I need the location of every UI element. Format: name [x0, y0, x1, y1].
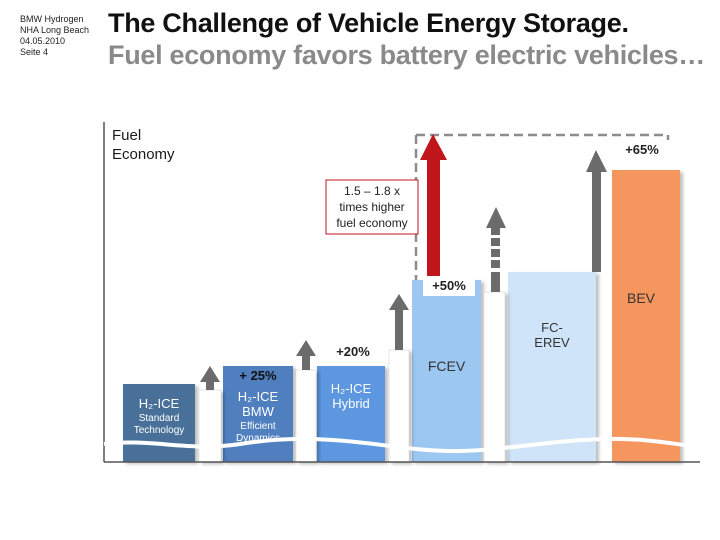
bar-label-bev: BEV [626, 290, 655, 306]
arrow-red-icon [420, 134, 447, 280]
vehicle-sub: Standard Technology [123, 413, 195, 437]
bar-bev [612, 170, 680, 462]
y-axis-label: Fuel Economy [112, 126, 175, 164]
bar-fcev [412, 280, 481, 462]
callout-text: 1.5 – 1.8 x times higher fuel economy [326, 183, 418, 231]
vehicle-name: H₂-ICE [138, 396, 180, 411]
vehicle-sub-line: Technology [133, 425, 185, 436]
label-50-bg [423, 276, 475, 296]
spacer-column [198, 389, 222, 463]
callout-line: 1.5 – 1.8 x [343, 184, 401, 198]
label-65-bg [618, 141, 666, 161]
bar-h2-ice-standard [123, 384, 195, 462]
label-plus-50: +50% [432, 278, 466, 293]
label-20-bg [327, 342, 379, 362]
vehicle-name-line2: Hybrid [332, 396, 370, 411]
meta-line: 04.05.2010 [20, 36, 66, 46]
arrow-gray-icon [296, 340, 316, 370]
label-plus-20: +20% [336, 344, 370, 359]
callout-line: fuel economy [336, 216, 408, 230]
vehicle-name-line2: BMW [242, 404, 274, 419]
y-axis-label-line1: Fuel [112, 127, 142, 144]
label-plus-25: + 25% [239, 368, 277, 383]
y-axis-label-line2: Economy [112, 146, 175, 163]
arrow-gray-icon [200, 366, 220, 390]
bar-label-h2-ice-standard: H₂-ICE Standard Technology [123, 396, 195, 437]
vehicle-sub-line: Dynamics [236, 433, 280, 444]
arrow-gray-icon [389, 294, 409, 350]
vehicle-name: H₂-ICE [330, 381, 372, 396]
bar-label-h2-ice-bmw: H₂-ICE BMW Efficient Dynamics [223, 389, 293, 445]
spacer-column [295, 369, 317, 463]
slide-meta: BMW Hydrogen NHA Long Beach 04.05.2010 S… [20, 14, 89, 58]
bar-label-h2-ice-hybrid: H₂-ICE Hybrid [317, 381, 385, 411]
slide-title: The Challenge of Vehicle Energy Storage. [108, 8, 629, 38]
vehicle-sub: Efficient Dynamics [223, 421, 293, 445]
axis-break-wave [103, 436, 691, 454]
arrow-gray-stacked-icon [486, 207, 506, 292]
vehicle-name: FC- [541, 320, 563, 335]
callout-box [325, 179, 419, 235]
vehicle-name-line2: EREV [534, 335, 570, 350]
vehicle-sub-line: Standard [138, 413, 180, 424]
bar-label-fc-erev: FC- EREV [520, 320, 584, 350]
arrow-gray-icon [586, 150, 607, 272]
label-plus-65: +65% [625, 142, 659, 157]
vehicle-name: H₂-ICE [237, 389, 279, 404]
bar-fc-erev [508, 272, 596, 462]
spacer-column [483, 291, 506, 463]
meta-line: Seite 4 [20, 47, 49, 57]
bar-label-fcev: FCEV [427, 358, 466, 374]
bar-h2-ice-hybrid [317, 366, 385, 462]
slide-subtitle: Fuel economy favors battery electric veh… [108, 40, 705, 70]
vehicle-sub-line: Efficient [240, 421, 276, 432]
meta-line: NHA Long Beach [20, 25, 90, 35]
callout-line: times higher [339, 200, 405, 214]
meta-line: BMW Hydrogen [20, 14, 84, 24]
